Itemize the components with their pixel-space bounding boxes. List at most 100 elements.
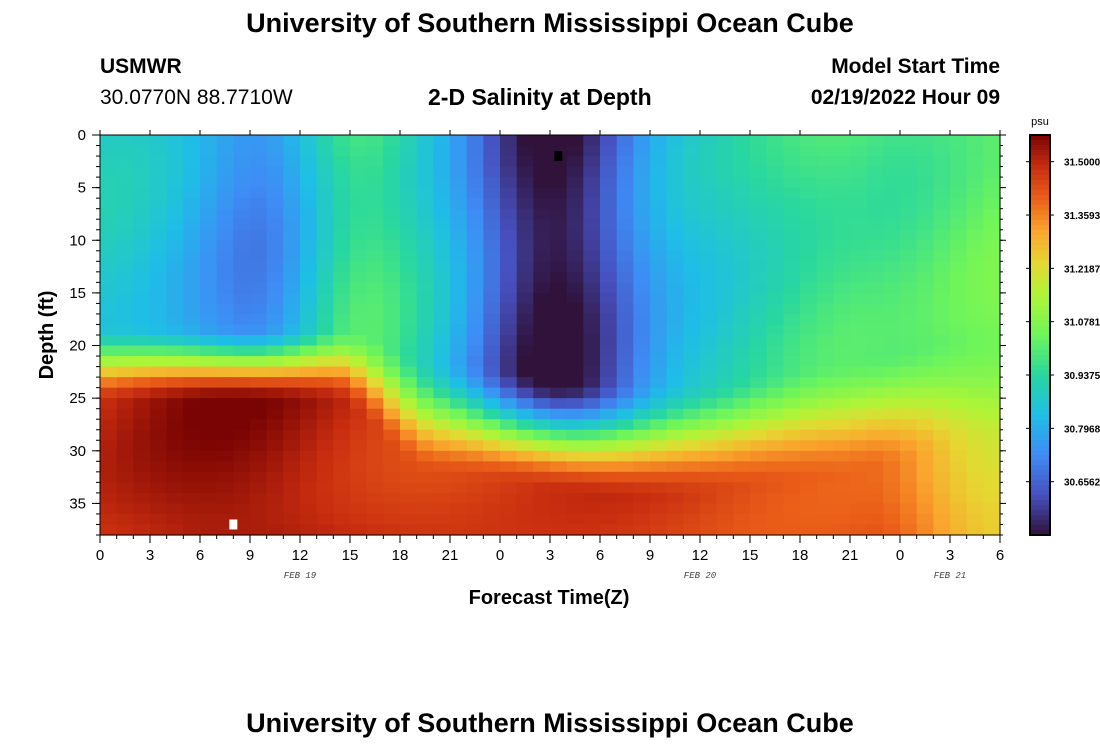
heatmap-cell	[866, 335, 884, 347]
heatmap-cell	[250, 366, 268, 378]
heatmap-cell	[850, 135, 868, 147]
heatmap-cell	[150, 408, 168, 420]
heatmap-cell	[716, 335, 734, 347]
heatmap-cell	[750, 440, 768, 452]
heatmap-cell	[433, 198, 451, 210]
colorbar-segment	[1030, 510, 1050, 516]
heatmap-cell	[300, 292, 318, 305]
heatmap-cell	[550, 356, 568, 368]
heatmap-cell	[833, 187, 851, 199]
heatmap-cell	[466, 250, 484, 262]
heatmap-cell	[383, 440, 401, 452]
heatmap-cell	[350, 366, 368, 378]
heatmap-cell	[916, 524, 934, 536]
heatmap-cell	[550, 166, 568, 178]
heatmap-cell	[450, 482, 468, 494]
heatmap-cell	[966, 335, 984, 347]
heatmap-cell	[466, 450, 484, 462]
heatmap-cell	[466, 513, 484, 526]
heatmap-cell	[950, 313, 968, 326]
heatmap-cell	[133, 208, 151, 220]
heatmap-cell	[700, 513, 718, 526]
heatmap-cell	[350, 177, 368, 189]
heatmap-cell	[433, 156, 451, 168]
heatmap-cell	[933, 250, 951, 262]
heatmap-cell	[700, 461, 718, 473]
heatmap-cell	[916, 166, 934, 178]
heatmap-cell	[683, 313, 701, 326]
heatmap-cell	[400, 219, 418, 231]
heatmap-cell	[483, 261, 501, 273]
heatmap-cell	[283, 503, 301, 515]
heatmap-cell	[850, 524, 868, 536]
heatmap-cell	[666, 324, 684, 336]
heatmap-cell	[300, 335, 318, 347]
heatmap-cell	[100, 513, 118, 526]
colorbar-segment	[1030, 445, 1050, 451]
heatmap-cell	[266, 503, 284, 515]
heatmap-cell	[600, 387, 618, 399]
heatmap-cell	[633, 324, 651, 336]
heatmap-cell	[983, 219, 1001, 231]
heatmap-cell	[283, 471, 301, 483]
heatmap-cell	[283, 303, 301, 315]
heatmap-cell	[100, 408, 118, 420]
heatmap-cell	[166, 208, 184, 220]
heatmap-cell	[466, 166, 484, 178]
heatmap-cell	[716, 503, 734, 515]
heatmap-cell	[966, 208, 984, 220]
heatmap-cell	[900, 292, 918, 305]
heatmap-cell	[316, 313, 334, 326]
heatmap-cell	[633, 461, 651, 473]
heatmap-cell	[183, 303, 201, 315]
heatmap-cell	[116, 366, 134, 378]
heatmap-cell	[700, 208, 718, 220]
heatmap-cell	[433, 408, 451, 420]
colorbar-segment	[1030, 465, 1050, 471]
heatmap-cell	[700, 492, 718, 505]
heatmap-cell	[966, 356, 984, 368]
heatmap-cell	[916, 450, 934, 462]
heatmap-cell	[216, 261, 234, 273]
heatmap-cell	[583, 261, 601, 273]
heatmap-cell	[633, 366, 651, 378]
heatmap-cell	[633, 219, 651, 231]
heatmap-cell	[583, 187, 601, 199]
heatmap-cell	[550, 377, 568, 389]
heatmap-cell	[766, 335, 784, 347]
heatmap-cell	[983, 356, 1001, 368]
heatmap-cell	[533, 292, 551, 305]
x-axis-title: Forecast Time(Z)	[469, 587, 630, 609]
heatmap-cell	[650, 292, 668, 305]
heatmap-cell	[483, 398, 501, 410]
heatmap-cell	[100, 156, 118, 168]
heatmap-cell	[600, 324, 618, 336]
heatmap-cell	[766, 198, 784, 210]
heatmap-cell	[933, 282, 951, 294]
heatmap-cell	[900, 156, 918, 168]
colorbar-segment	[1030, 460, 1050, 466]
heatmap-cell	[233, 303, 251, 315]
heatmap-cell	[300, 271, 318, 283]
heatmap-cell	[716, 408, 734, 420]
heatmap-cell	[600, 492, 618, 505]
date-label: FEB 21	[934, 571, 966, 581]
heatmap-cell	[266, 492, 284, 505]
heatmap-cell	[200, 408, 218, 420]
heatmap-cell	[316, 282, 334, 294]
heatmap-cell	[550, 471, 568, 483]
heatmap-cell	[383, 135, 401, 147]
colorbar-segment	[1030, 190, 1050, 196]
heatmap-cell	[983, 198, 1001, 210]
heatmap-cell	[983, 471, 1001, 483]
heatmap-cell	[483, 461, 501, 473]
heatmap-cell	[266, 156, 284, 168]
heatmap-cell	[933, 166, 951, 178]
colorbar-segment	[1030, 155, 1050, 161]
heatmap-cell	[500, 377, 518, 389]
heatmap-cell	[733, 156, 751, 168]
heatmap-cell	[350, 282, 368, 294]
heatmap-cell	[183, 503, 201, 515]
x-tick-label: 0	[496, 547, 504, 564]
heatmap-cell	[950, 208, 968, 220]
